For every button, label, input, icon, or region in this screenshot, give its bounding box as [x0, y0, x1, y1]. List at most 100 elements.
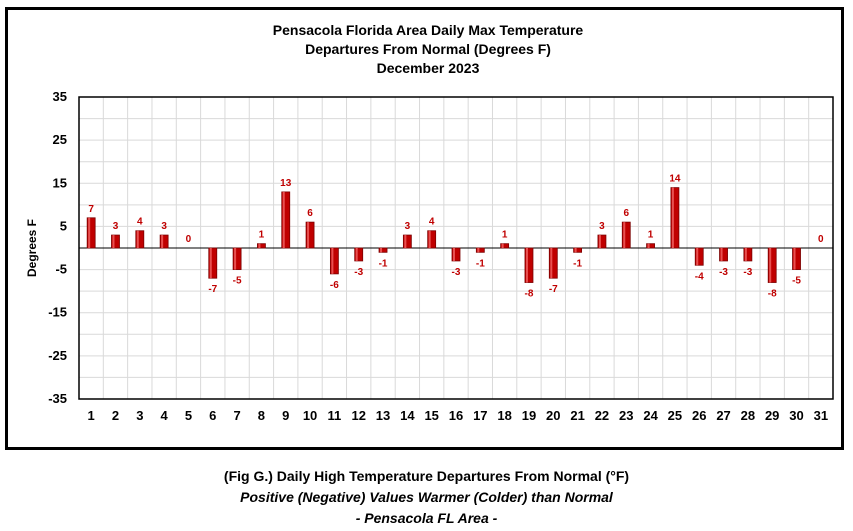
data-label: 1 — [259, 230, 265, 241]
chart-title-line-1: Pensacola Florida Area Daily Max Tempera… — [273, 22, 584, 38]
x-tick-label: 30 — [789, 408, 803, 423]
x-tick-label: 25 — [668, 408, 682, 423]
x-tick-label: 16 — [449, 408, 463, 423]
y-tick-label: -35 — [48, 391, 67, 406]
data-label: -1 — [573, 258, 582, 269]
x-tick-label: 13 — [376, 408, 390, 423]
bar-highlight — [404, 235, 407, 248]
data-label: -4 — [695, 271, 704, 282]
bar-highlight — [477, 248, 480, 253]
y-tick-label: 5 — [60, 218, 67, 233]
x-tick-label: 31 — [814, 408, 828, 423]
bar-highlight — [647, 243, 650, 248]
bar-highlight — [209, 248, 212, 279]
x-tick-label: 19 — [522, 408, 536, 423]
x-tick-label: 7 — [233, 408, 240, 423]
y-axis-label: Degrees F — [25, 219, 39, 277]
bar — [621, 221, 631, 249]
data-labels: 7 3 4 3 0 -7 -5 1 13 6 -6 -3 -1 3 4 -3 -1 1 -8 -7 -1 3 6 1 14 -4 -… — [88, 174, 824, 300]
bar-highlight — [525, 248, 528, 283]
data-label: 6 — [307, 208, 313, 219]
bar — [305, 221, 315, 249]
bar-highlight — [671, 187, 674, 248]
plot-area — [78, 96, 834, 400]
bar-highlight — [380, 248, 383, 253]
data-label: 4 — [137, 217, 143, 228]
x-tick-label: 29 — [765, 408, 779, 423]
x-tick-label: 3 — [136, 408, 143, 423]
x-tick-label: 12 — [351, 408, 365, 423]
bar-highlight — [744, 248, 747, 261]
caption-line-3: - Pensacola FL Area - — [355, 510, 498, 526]
bar — [257, 243, 266, 249]
bar-highlight — [574, 248, 577, 253]
y-tick-label: 35 — [53, 89, 67, 104]
bar-highlight — [307, 222, 310, 248]
x-tick-label: 9 — [282, 408, 289, 423]
data-label: -1 — [379, 258, 388, 269]
x-tick-label: 23 — [619, 408, 633, 423]
data-label: -1 — [476, 258, 485, 269]
bar — [597, 234, 607, 249]
data-label: 3 — [113, 221, 119, 232]
data-label: -7 — [549, 284, 558, 295]
bar — [378, 247, 388, 253]
bar — [719, 247, 728, 262]
bar — [135, 230, 145, 249]
x-tick-label: 11 — [328, 408, 342, 423]
bar-highlight — [112, 235, 115, 248]
bar — [743, 247, 753, 262]
bar — [767, 247, 777, 283]
data-label: -3 — [743, 267, 752, 278]
y-tick-label: -25 — [48, 348, 67, 363]
caption-line-1: (Fig G.) Daily High Temperature Departur… — [223, 468, 630, 484]
data-label: 4 — [429, 217, 435, 228]
bar-highlight — [598, 235, 601, 248]
data-label: 0 — [186, 234, 192, 245]
data-label: 6 — [623, 208, 629, 219]
bar — [427, 230, 437, 249]
data-label: 14 — [669, 174, 681, 185]
data-label: 3 — [161, 221, 167, 232]
data-label: -3 — [354, 267, 363, 278]
x-tick-label: 20 — [546, 408, 560, 423]
figure-caption: (Fig G.) Daily High Temperature Departur… — [0, 466, 853, 529]
bar — [354, 247, 364, 262]
bar-highlight — [428, 230, 431, 248]
x-tick-label: 15 — [424, 408, 438, 423]
bar — [111, 234, 120, 249]
x-tick-label: 26 — [692, 408, 706, 423]
x-tick-label: 5 — [185, 408, 192, 423]
bar — [475, 247, 485, 253]
bar-highlight — [88, 217, 91, 248]
bar — [232, 247, 242, 270]
x-tick-label: 17 — [473, 408, 487, 423]
x-axis-ticks: 1 2 3 4 5 6 7 8 9 10 11 12 13 14 15 16 17 18 19 20 21 22 23 24 2… — [88, 408, 829, 423]
data-label: 7 — [88, 204, 94, 215]
bar — [329, 247, 339, 275]
x-tick-label: 8 — [258, 408, 265, 423]
bar-highlight — [696, 248, 699, 266]
bar-highlight — [623, 222, 626, 248]
bar — [646, 243, 655, 249]
x-tick-label: 4 — [161, 408, 169, 423]
data-label: -3 — [452, 267, 461, 278]
x-tick-label: 1 — [88, 408, 95, 423]
data-label: 1 — [648, 230, 654, 241]
bar-highlight — [331, 248, 334, 274]
data-label: 3 — [599, 221, 605, 232]
chart-title: Pensacola Florida Area Daily Max Tempera… — [273, 22, 584, 76]
bar-highlight — [355, 248, 358, 261]
data-label: -5 — [792, 276, 801, 287]
bar — [573, 247, 583, 253]
bar — [208, 247, 218, 279]
y-tick-label: -5 — [55, 262, 67, 277]
chart-frame: Pensacola Florida Area Daily Max Tempera… — [5, 7, 844, 450]
y-axis-ticks: 35 25 15 5 -5 -15 -25 -35 — [48, 89, 67, 406]
bars — [86, 187, 801, 283]
x-tick-label: 10 — [303, 408, 317, 423]
x-tick-label: 24 — [643, 408, 658, 423]
bar-highlight — [501, 243, 504, 248]
data-label: -7 — [208, 284, 217, 295]
x-tick-label: 21 — [570, 408, 584, 423]
